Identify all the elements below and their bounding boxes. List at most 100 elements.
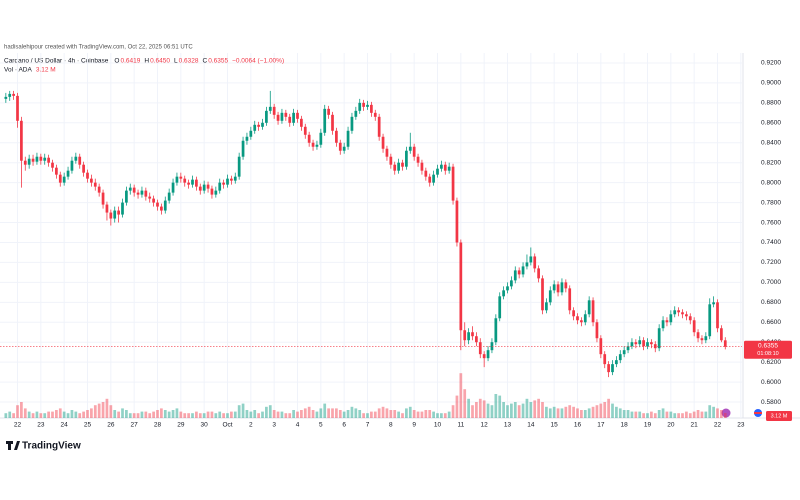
candle-body	[315, 144, 319, 147]
volume-bar	[179, 411, 183, 418]
volume-bar	[257, 413, 260, 418]
candle-body	[615, 360, 618, 365]
candle-body	[537, 268, 540, 279]
volume-bar	[206, 411, 210, 418]
x-tick-label: 17	[597, 422, 605, 429]
candle-body	[443, 164, 447, 171]
legend-key: O	[114, 58, 119, 65]
candle-body	[432, 174, 435, 183]
candle-body	[214, 190, 218, 195]
x-tick-label: 24	[61, 422, 69, 429]
candle-body	[696, 332, 700, 339]
candle-body	[210, 188, 214, 195]
candle-body	[638, 340, 642, 345]
volume-bar	[156, 410, 159, 418]
legend-key: L	[174, 58, 178, 65]
candle-body	[704, 336, 708, 341]
candle-body	[595, 322, 599, 339]
volume-bar	[467, 398, 470, 418]
candle-body	[167, 192, 171, 201]
candle-body	[202, 184, 206, 191]
candle-body	[117, 210, 120, 215]
volume-bar	[471, 405, 474, 418]
candle-body	[58, 174, 62, 183]
candle-body	[436, 168, 439, 175]
volume-bar	[187, 413, 190, 418]
candle-body	[43, 157, 47, 161]
volume-bar	[665, 411, 669, 418]
candle-body	[381, 136, 385, 149]
volume-bar	[708, 405, 712, 418]
volume-bar	[568, 405, 572, 418]
volume-bar	[303, 408, 307, 418]
volume-bar	[218, 411, 222, 418]
legend-value: 0.6355	[208, 58, 228, 65]
candle-body	[541, 278, 544, 311]
candle-body	[86, 172, 89, 179]
candles	[4, 90, 727, 378]
x-tick-label: 21	[691, 422, 699, 429]
volume-bar	[323, 403, 327, 418]
volume-bar	[397, 411, 400, 418]
volume-bar	[136, 413, 140, 418]
volume-bar	[47, 411, 50, 418]
volume-bar	[354, 408, 358, 418]
candle-body	[27, 158, 31, 165]
volume-tag	[766, 411, 792, 421]
candle-body	[665, 320, 669, 323]
last-price-tag	[744, 340, 792, 359]
volume-bar	[4, 413, 8, 418]
candle-body	[195, 179, 198, 187]
volume-bar	[132, 413, 136, 418]
candle-body	[342, 146, 346, 151]
candle-body	[397, 162, 400, 171]
volume-bar	[222, 413, 225, 418]
volume-bar	[230, 411, 233, 418]
candle-body	[253, 124, 257, 131]
volume-bar	[525, 398, 529, 418]
volume-bar	[237, 405, 241, 418]
candle-body	[31, 158, 35, 162]
candle-body	[284, 112, 288, 117]
volume-bar	[292, 410, 295, 418]
candle-body	[105, 204, 109, 213]
candle-body	[716, 302, 719, 329]
volume-bar	[74, 411, 78, 418]
candle-body	[471, 332, 474, 337]
volume-bar	[366, 413, 369, 418]
volume-bar	[389, 410, 393, 418]
volume-bar	[82, 411, 85, 418]
volume-bar	[556, 408, 560, 418]
candle-body	[233, 176, 237, 181]
volume-bar	[241, 403, 245, 418]
y-tick-label: 0.8000	[761, 179, 781, 186]
candle-body	[459, 242, 463, 331]
candle-body	[66, 170, 70, 177]
candle-body	[603, 354, 607, 365]
candle-body	[669, 314, 673, 323]
candle-body	[494, 318, 498, 343]
logo: TradingView	[6, 441, 81, 452]
candle-body	[257, 124, 260, 127]
volume-bar	[521, 403, 525, 418]
volume-bar	[183, 413, 187, 418]
candle-body	[292, 112, 295, 123]
candle-body	[420, 162, 424, 171]
volume-bar	[486, 403, 490, 418]
volume-bar	[580, 410, 583, 418]
candle-body	[622, 350, 626, 355]
volume-bars	[4, 373, 727, 418]
volume-bar	[478, 398, 482, 418]
x-tick-label: 6	[342, 422, 346, 429]
candle-body	[354, 110, 358, 117]
candle-body	[377, 116, 381, 137]
volume-bar	[642, 413, 645, 418]
volume-bar	[249, 411, 253, 418]
volume-bar	[31, 413, 35, 418]
volume-bar	[175, 408, 179, 418]
volume-bar	[62, 411, 66, 418]
legend-key: C	[202, 58, 207, 65]
event-icon[interactable]	[721, 408, 731, 418]
candle-body	[237, 156, 241, 177]
candle-body	[16, 95, 19, 121]
